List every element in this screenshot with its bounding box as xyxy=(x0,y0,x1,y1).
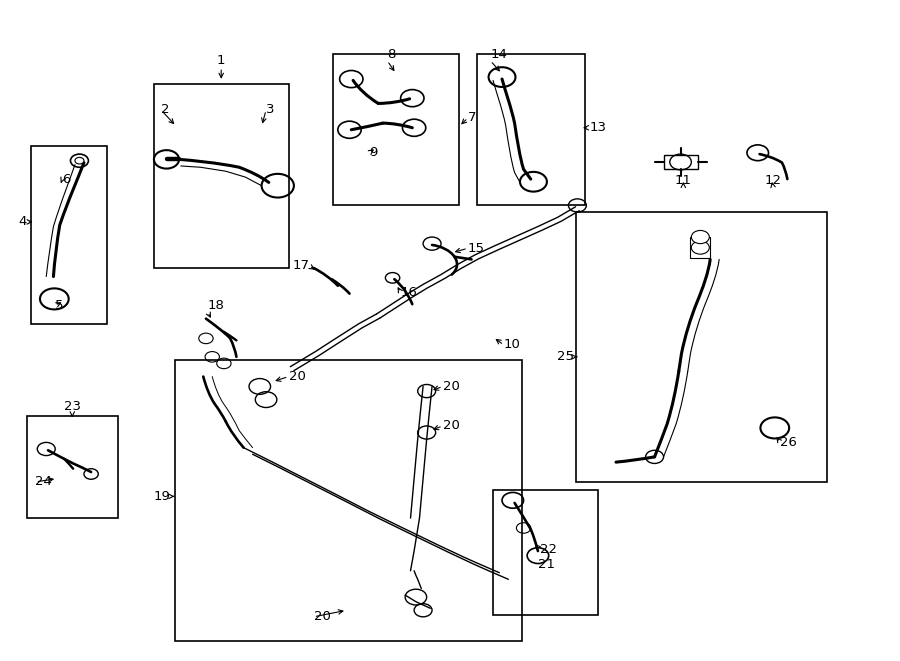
Text: 3: 3 xyxy=(266,104,274,116)
Text: 8: 8 xyxy=(387,48,396,61)
Text: 24: 24 xyxy=(35,475,52,488)
Bar xyxy=(690,237,710,258)
Circle shape xyxy=(691,231,709,244)
Text: 6: 6 xyxy=(62,173,71,186)
Text: 1: 1 xyxy=(217,54,226,67)
Text: 20: 20 xyxy=(289,370,305,383)
Text: 19: 19 xyxy=(153,490,170,503)
Bar xyxy=(493,490,598,615)
Text: 11: 11 xyxy=(675,174,692,187)
Text: 2: 2 xyxy=(161,104,169,116)
Text: 13: 13 xyxy=(590,121,606,134)
Text: 7: 7 xyxy=(468,112,476,124)
Bar xyxy=(175,360,522,641)
Bar xyxy=(154,84,289,268)
Text: 20: 20 xyxy=(443,420,460,432)
Bar xyxy=(333,54,459,206)
Bar xyxy=(576,212,827,482)
Text: 21: 21 xyxy=(538,558,555,570)
Text: 4: 4 xyxy=(18,215,26,229)
Text: 18: 18 xyxy=(208,299,225,312)
Text: 16: 16 xyxy=(400,286,418,299)
Circle shape xyxy=(75,157,84,164)
Bar xyxy=(477,54,585,206)
Bar xyxy=(31,146,107,324)
Text: 14: 14 xyxy=(491,48,508,61)
Text: 20: 20 xyxy=(443,380,460,393)
Text: 26: 26 xyxy=(780,436,797,449)
Text: 10: 10 xyxy=(504,338,521,352)
Text: 9: 9 xyxy=(369,146,378,159)
Bar xyxy=(663,155,698,169)
Bar xyxy=(26,416,118,518)
Text: 17: 17 xyxy=(292,260,309,272)
Text: 12: 12 xyxy=(764,174,781,187)
Text: 20: 20 xyxy=(313,610,330,623)
Text: 23: 23 xyxy=(64,400,81,412)
Text: 22: 22 xyxy=(540,543,557,555)
Text: 25: 25 xyxy=(557,350,574,364)
Text: 5: 5 xyxy=(55,299,64,312)
Text: 15: 15 xyxy=(468,242,485,254)
